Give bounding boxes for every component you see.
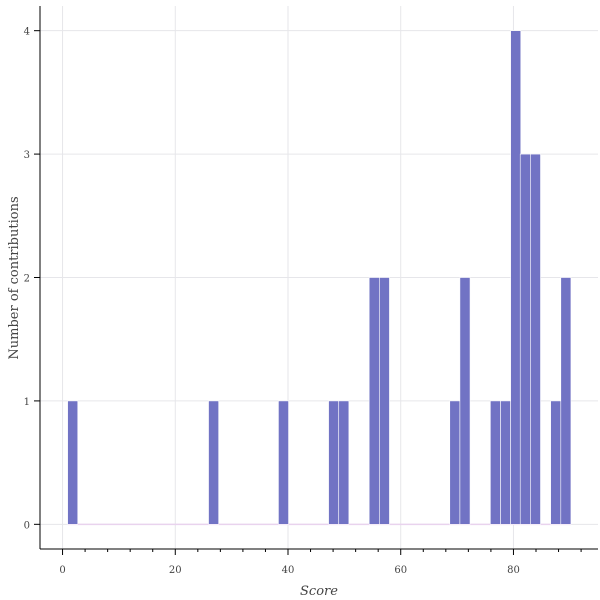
histogram-bar [550, 400, 562, 525]
x-tick-label: 80 [507, 565, 520, 576]
y-tick-label: 2 [24, 274, 30, 285]
histogram-bar [67, 400, 79, 525]
y-axis-label: Number of contributions [7, 196, 22, 359]
bars [67, 30, 572, 525]
y-tick-label: 4 [24, 27, 30, 38]
x-tick-label: 0 [59, 565, 65, 576]
histogram-bar [379, 277, 390, 525]
histogram-bar [500, 400, 511, 525]
x-tick-label: 20 [169, 565, 182, 576]
tick-labels: 0 20 40 60 80 0 1 2 3 4 [24, 27, 520, 576]
histogram-bar [208, 400, 219, 525]
histogram-bar [338, 400, 350, 525]
histogram-bar [459, 277, 471, 525]
x-tick-label: 40 [282, 565, 295, 576]
x-axis-label: Score [300, 584, 338, 599]
histogram-bar [490, 400, 501, 525]
y-tick-label: 3 [24, 150, 30, 161]
histogram-bar [278, 400, 289, 525]
histogram-bar [530, 153, 541, 525]
histogram-bar [519, 153, 531, 525]
x-tick-label: 60 [394, 565, 407, 576]
histogram-bar [449, 400, 461, 525]
y-tick-label: 1 [24, 397, 30, 408]
histogram-bar [328, 400, 340, 525]
histogram-bar [368, 277, 380, 525]
histogram-bar [510, 30, 522, 525]
axes [34, 6, 598, 555]
y-tick-label: 0 [24, 520, 30, 531]
histogram-bar [560, 277, 572, 525]
